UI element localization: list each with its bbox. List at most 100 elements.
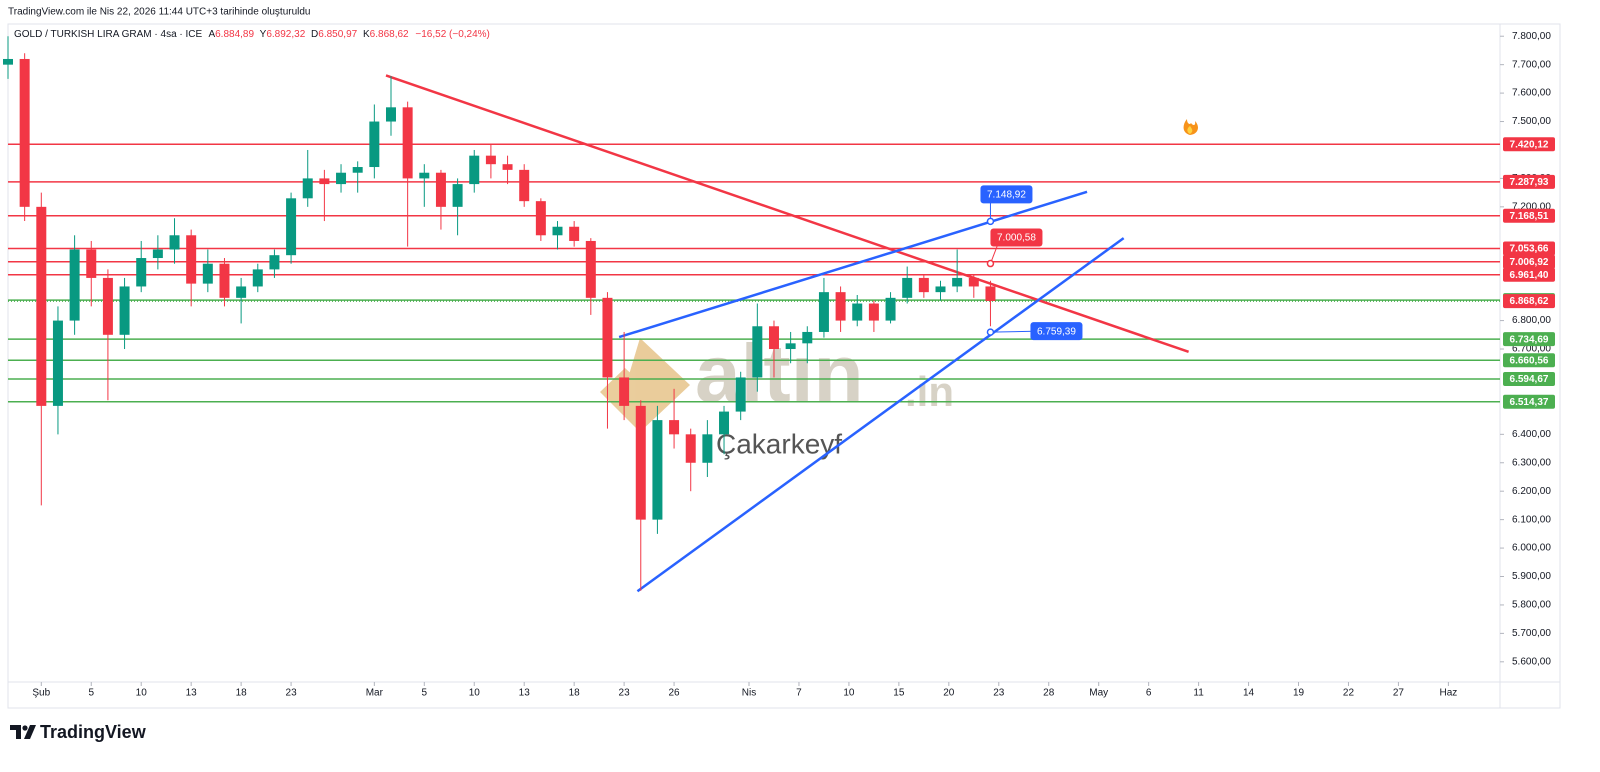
candle-body	[652, 420, 663, 520]
candle-body	[719, 411, 730, 435]
candle-body	[402, 107, 413, 179]
callout-box	[980, 185, 1033, 204]
x-tick-label: 7	[796, 688, 802, 699]
y-tick-label: 7.500,00	[1512, 116, 1551, 127]
level-label: 6.734,69	[1510, 334, 1549, 345]
candle-body	[952, 277, 963, 287]
callout-label: 7.000,58	[997, 233, 1036, 244]
y-tick-label: 6.400,00	[1512, 429, 1551, 440]
ohlc-key: A	[208, 29, 215, 40]
candle-body	[868, 303, 879, 321]
candle-body	[835, 292, 846, 321]
x-tick-label: 22	[1343, 688, 1355, 699]
ohlc-key: Y	[260, 29, 267, 40]
candle-body	[785, 343, 796, 350]
candle-body	[469, 155, 480, 185]
candle-body	[336, 172, 347, 185]
y-tick-label: 6.200,00	[1512, 486, 1551, 497]
y-tick-label: 6.100,00	[1512, 514, 1551, 525]
level-label-box	[1503, 174, 1555, 189]
candle-body	[585, 240, 596, 298]
x-tick-label: 5	[422, 688, 428, 699]
candle-body	[768, 326, 779, 350]
y-tick-label: 6.800,00	[1512, 315, 1551, 326]
candle-body	[802, 331, 813, 344]
candle-body	[502, 164, 513, 170]
y-tick-label: 7.200,00	[1512, 201, 1551, 212]
candle-body	[236, 286, 247, 298]
ohlc-value: 6.868,62	[370, 29, 409, 40]
candle-body	[119, 286, 130, 335]
x-tick-label: 23	[286, 688, 298, 699]
trendline	[385, 74, 1190, 354]
level-label: 7.168,51	[1510, 211, 1549, 222]
x-tick-label: Nis	[742, 688, 756, 699]
candle-body	[852, 303, 863, 321]
x-tick-label: 10	[843, 688, 855, 699]
candle-body	[352, 167, 363, 173]
watermark: altın .in	[600, 329, 954, 432]
ohlc-key: K	[363, 29, 370, 40]
x-tick-label: 23	[619, 688, 631, 699]
chart-frame	[7, 23, 1561, 709]
x-tick-label: 15	[893, 688, 905, 699]
candle-body	[3, 58, 13, 65]
y-tick-label: 6.300,00	[1512, 457, 1551, 468]
plot: 7.800,007.700,007.600,007.500,007.300,00…	[3, 31, 1555, 699]
x-tick-label: 28	[1043, 688, 1055, 699]
x-tick-label: Haz	[1439, 688, 1457, 699]
x-tick-label: 18	[569, 688, 581, 699]
candle-body	[635, 405, 646, 520]
level-label: 7.053,66	[1510, 244, 1549, 255]
candle-body	[619, 377, 630, 406]
ohlc-value: 6.884,89	[215, 29, 254, 40]
level-label-box	[1503, 208, 1555, 223]
candle-body	[702, 434, 713, 463]
candle-body	[369, 121, 380, 168]
candle-body	[968, 277, 979, 287]
symbol: GOLD / TURKISH LIRA GRAM · 4sa · ICE	[14, 29, 203, 40]
y-tick-label: 7.800,00	[1512, 31, 1551, 42]
candle-body	[52, 320, 63, 406]
x-tick-label: 13	[186, 688, 198, 699]
x-tick-label: 23	[993, 688, 1005, 699]
candle-body	[202, 263, 213, 284]
x-tick-label: 11	[1193, 688, 1204, 699]
candle-body	[252, 269, 263, 287]
candle-body	[136, 258, 147, 287]
created-note: TradingView.com ile Nis 22, 2026 11:44 U…	[8, 7, 311, 18]
y-tick-label: 5.900,00	[1512, 571, 1551, 582]
footer-logo	[10, 725, 36, 739]
level-label-box	[1503, 332, 1555, 347]
trendline	[636, 237, 1125, 593]
ohlc-value: 6.850,97	[318, 29, 357, 40]
watermark-author: Çakarkeyf	[716, 428, 842, 459]
candle-body	[935, 286, 946, 293]
y-tick-label: 6.000,00	[1512, 543, 1551, 554]
x-tick-label: Şub	[32, 688, 50, 699]
footer-brand: TradingView	[40, 722, 147, 742]
candle-body	[302, 178, 313, 199]
candle-body	[485, 155, 496, 165]
level-label-box	[1503, 254, 1555, 269]
watermark-brand: altın	[695, 329, 864, 420]
callout-anchor	[986, 217, 995, 226]
x-tick-label: 18	[236, 688, 248, 699]
x-tick-label: 20	[943, 688, 955, 699]
callout-anchor	[986, 328, 995, 336]
candle-body	[152, 249, 163, 259]
level-label: 7.006,92	[1510, 257, 1549, 268]
level-label-box	[1503, 267, 1555, 282]
ohlc-value: 6.892,32	[266, 29, 305, 40]
candle-body	[19, 58, 30, 207]
x-tick-label: 13	[519, 688, 531, 699]
callout-anchor	[986, 259, 995, 268]
candle-body	[36, 206, 47, 406]
trendline	[618, 190, 1088, 339]
candle-body	[552, 226, 563, 236]
watermark-logo	[600, 338, 690, 432]
level-label: 6.961,40	[1510, 270, 1549, 281]
candle-body	[385, 107, 396, 122]
